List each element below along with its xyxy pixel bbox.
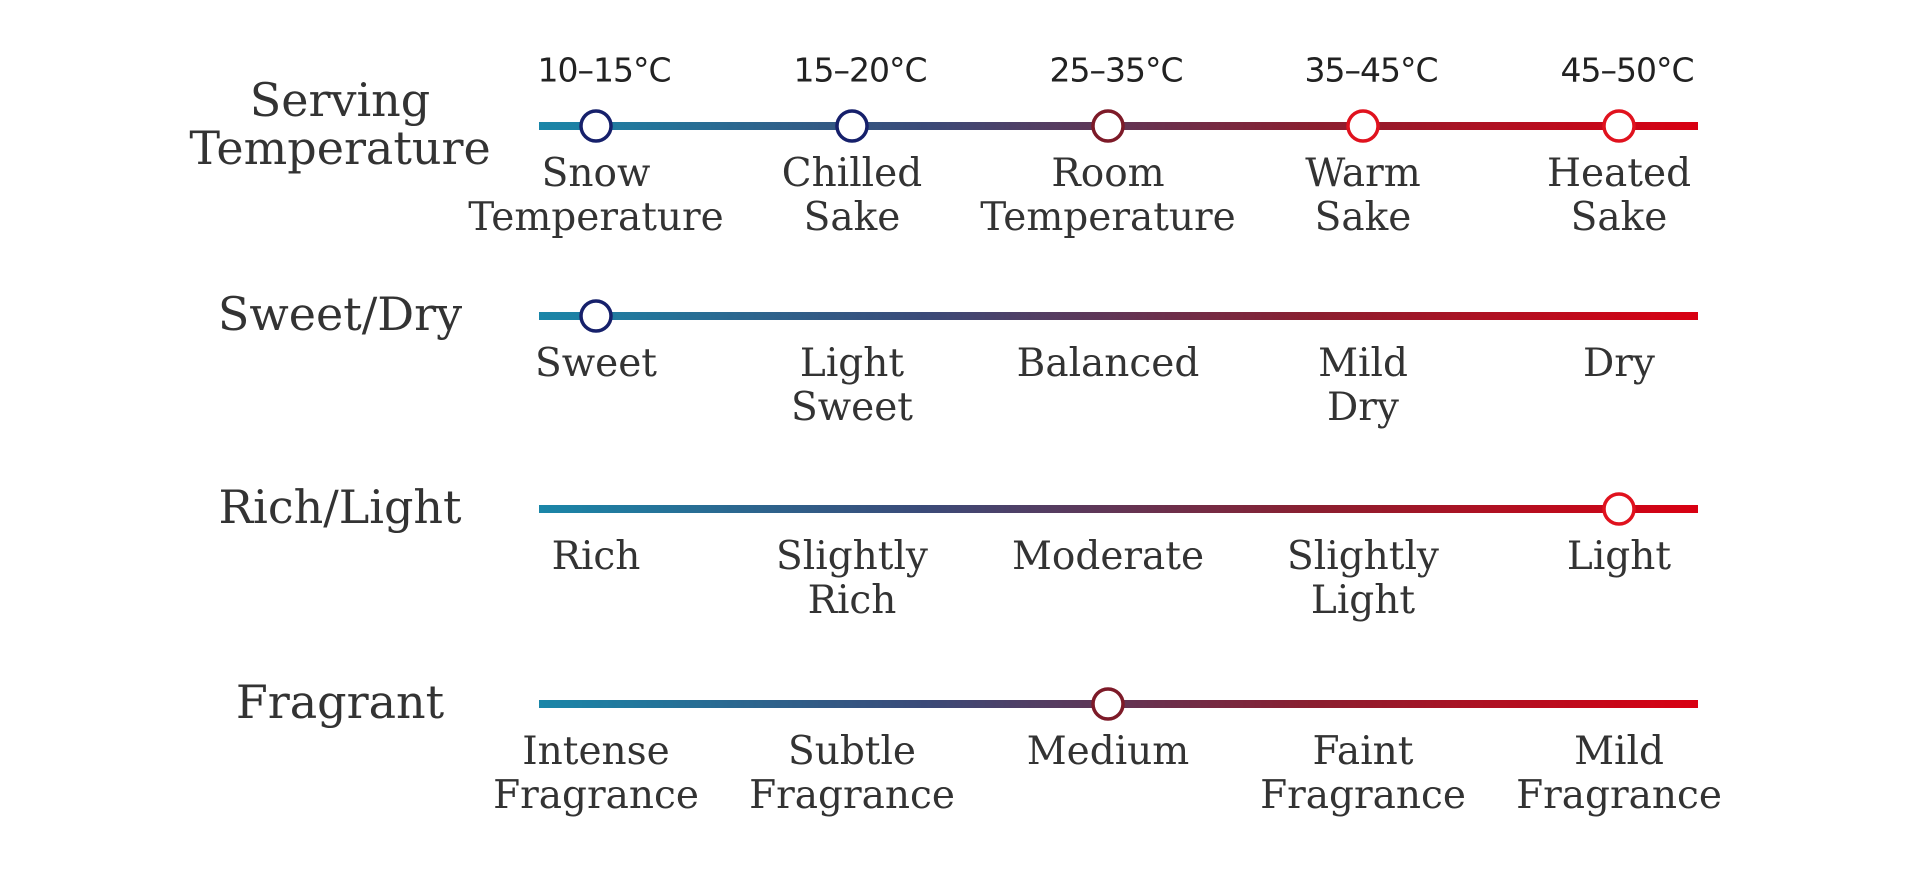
temperature-marker (579, 109, 613, 143)
option-label: Moderate (1011, 534, 1205, 579)
option-label: Dry (1583, 341, 1655, 386)
option-label: Light (1566, 534, 1672, 579)
row-label: Serving Temperature (189, 73, 491, 175)
row-label: Rich/Light (218, 480, 462, 534)
temperature-marker (1602, 109, 1636, 143)
temperature-marker (1346, 109, 1380, 143)
option-label: Mild Fragrance (1516, 729, 1722, 818)
option-label: Room Temperature (980, 151, 1236, 240)
option-label: Snow Temperature (468, 151, 724, 240)
option-label: Medium (1026, 729, 1190, 774)
option-label: Faint Fragrance (1260, 729, 1466, 818)
option-label: Chilled Sake (781, 151, 923, 240)
row-label: Fragrant (235, 675, 445, 729)
option-label: Heated Sake (1546, 151, 1692, 240)
temperature-label: 35–45°C (1304, 50, 1438, 90)
option-label: Balanced (1016, 341, 1200, 386)
selected-marker (579, 299, 613, 333)
option-label: Subtle Fragrance (749, 729, 955, 818)
temperature-label: 15–20°C (793, 50, 927, 90)
temperature-label: 25–35°C (1049, 50, 1183, 90)
option-label: Warm Sake (1305, 151, 1421, 240)
temperature-label: 10–15°C (537, 50, 671, 90)
selected-marker (1091, 687, 1125, 721)
option-label: Slightly Rich (776, 534, 928, 623)
option-label: Intense Fragrance (493, 729, 699, 818)
option-label: Light Sweet (791, 341, 913, 430)
option-label: Sweet (535, 341, 657, 386)
option-label: Rich (551, 534, 641, 579)
temperature-label: 45–50°C (1560, 50, 1694, 90)
temperature-marker (835, 109, 869, 143)
option-label: Mild Dry (1318, 341, 1408, 430)
row-label: Sweet/Dry (217, 287, 463, 341)
option-label: Slightly Light (1287, 534, 1439, 623)
selected-marker (1602, 492, 1636, 526)
temperature-marker (1091, 109, 1125, 143)
